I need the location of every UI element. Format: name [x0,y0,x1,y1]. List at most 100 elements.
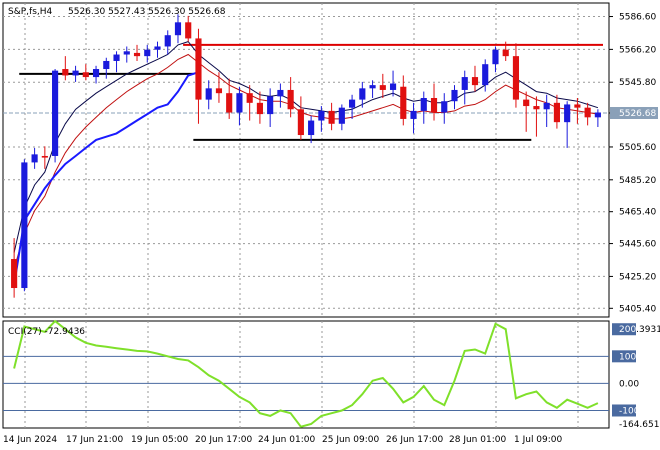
candle-body [236,93,243,113]
candle-body [461,77,468,90]
cci-tick-label: 230.3931 [619,325,660,335]
cci-title: CCI(27) -72.9436 [8,327,85,337]
current-price-tag [610,107,658,120]
price-panel-frame [2,2,610,318]
candle-body [195,38,202,100]
candle-body [226,93,233,113]
candle-body [185,22,192,39]
cci-level-tag [612,350,636,363]
candle-body [359,88,366,100]
candle-body [318,110,325,121]
candle-body [400,86,407,119]
candle-body [92,69,100,78]
time-tick-label: 26 Jun 17:00 [386,435,443,445]
time-tick-label: 1 Jul 09:00 [514,435,563,445]
candlesticks [11,14,601,298]
cci-tick-label: 0.00 [619,379,639,389]
candle-body [133,52,141,57]
time-tick-label: 14 Jun 2024 [3,435,57,445]
trailing-support-line [13,71,199,285]
candle-body [564,104,571,123]
cci-tick-label: 200 [619,325,636,335]
current-price-label: 5526.68 [619,109,656,119]
time-tick-label: 20 Jun 17:00 [195,435,252,445]
candle-body [267,96,274,115]
candle-body [205,88,212,100]
candle-body [123,51,130,55]
candle-body [103,60,110,70]
candle-body [553,102,560,123]
candle-body [256,102,263,115]
cci-level-tag [612,323,636,336]
ohlc-readout: 5526.30 5527.43 5526.30 5526.68 [68,7,226,17]
candle-body [297,109,304,136]
candle-body [441,101,448,113]
price-tick-label: 5425.20 [619,272,656,282]
candle-body [533,106,540,110]
candle-body [543,102,550,110]
price-axis: 5586.60 5566.20 5545.80 5526.68 5505.60 5485.… [609,13,658,314]
symbol-label: S&P,fs,H4 [8,7,53,17]
cci-tick-label: -164.651 [619,420,659,430]
candle-body [113,54,120,61]
cci-level-tag [612,404,636,417]
candle-body [52,70,59,156]
candle-body [338,107,345,124]
candle-body [246,93,253,103]
ema-slow-line [13,53,598,269]
candle-body [21,162,28,289]
candle-body [72,70,79,76]
candle-body [512,56,520,100]
candle-body [277,89,284,97]
time-tick-label: 24 Jun 01:00 [258,435,315,445]
price-tick-label: 5545.80 [619,78,656,88]
ema-fast-line [13,41,599,253]
candle-body [11,259,18,289]
time-tick-label: 28 Jun 01:00 [449,435,506,445]
candle-body [584,107,591,118]
candle-body [523,99,530,107]
candle-body [41,155,48,158]
cci-panel-frame [2,320,610,429]
cci-tick-label: -100 [619,406,640,416]
candle-body [287,89,294,110]
candle-body [144,49,151,57]
price-tick-label: 5505.60 [619,143,656,153]
time-axis: 14 Jun 2024 17 Jun 21:00 19 Jun 05:00 20 Ju… [3,435,563,445]
candle-body [349,99,356,108]
candle-body [369,85,376,89]
candle-body [164,35,171,47]
candle-body [174,22,182,36]
candle-body [389,83,397,90]
price-tick-label: 5445.60 [619,240,656,250]
cci-indicator [13,319,599,428]
candle-body [502,49,509,57]
candle-body [154,46,161,50]
candle-body [410,110,417,119]
candle-body [82,72,89,78]
price-tick-label: 5465.40 [619,208,656,218]
time-tick-label: 17 Jun 21:00 [66,435,123,445]
candle-body [308,120,315,136]
candle-body [492,49,499,65]
indicator-lines [13,41,599,285]
candle-body [379,85,386,90]
price-tick-label: 5586.60 [619,13,656,23]
candle-body [215,88,223,94]
cci-tick-label: 100 [619,352,636,362]
cci-line [13,319,599,428]
candle-body [574,104,581,108]
grid [3,3,609,428]
candle-body [328,110,335,124]
candle-body [430,98,438,113]
time-tick-label: 19 Jun 05:00 [131,435,188,445]
price-tick-label: 5566.20 [619,45,656,55]
candle-body [420,98,427,111]
candle-body [31,154,38,163]
candle-body [62,69,69,76]
candle-body [471,77,479,86]
candle-body [451,89,458,102]
